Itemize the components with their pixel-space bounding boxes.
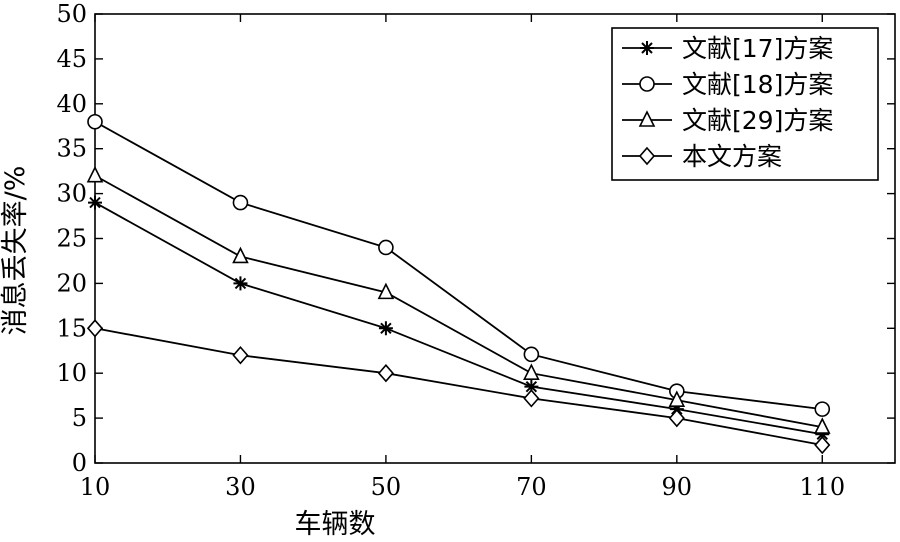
y-tick-label: 40: [56, 90, 87, 118]
circle-legend-marker: [639, 76, 655, 92]
y-tick-label: 5: [72, 404, 87, 432]
star-point: [378, 321, 393, 336]
x-axis: 10 30 50 70 90 110: [80, 14, 845, 501]
series-line: [94, 120, 823, 411]
x-tick-label: 30: [225, 473, 256, 501]
star-point: [233, 276, 248, 291]
triangle-legend-marker: [638, 110, 656, 127]
triangle-point: [232, 246, 249, 264]
legend-label: 文献[18]方案: [682, 70, 833, 99]
series-line: [94, 174, 823, 428]
star-point: [88, 195, 102, 210]
y-tick-label: 45: [56, 45, 87, 73]
diamond-point: [523, 389, 540, 408]
x-tick-label: 110: [799, 473, 845, 501]
triangle-point: [813, 417, 831, 434]
y-tick-label: 20: [56, 269, 87, 297]
series-2: [87, 113, 831, 417]
y-axis-title: 消息丢失率/%: [0, 166, 31, 336]
x-tick-label: 90: [662, 473, 693, 501]
legend-label: 文献[29]方案: [682, 106, 833, 135]
legend-item: 文献[18]方案: [622, 70, 833, 99]
legend-item: 文献[29]方案: [622, 106, 833, 135]
series-line: [94, 201, 823, 436]
y-tick-label: 10: [56, 359, 87, 387]
legend-label: 本文方案: [682, 142, 782, 171]
y-tick-label: 0: [72, 449, 87, 477]
legend-label: 文献[17]方案: [682, 34, 833, 63]
diamond-point: [232, 346, 249, 365]
x-axis-title: 车辆数: [295, 509, 376, 540]
x-tick-label: 50: [371, 473, 402, 501]
circle-point: [814, 401, 831, 417]
series-layer: [86, 113, 831, 455]
triangle-point: [377, 282, 395, 300]
y-tick-label: 35: [56, 135, 87, 163]
diamond-point: [814, 435, 831, 455]
circle-point: [87, 113, 103, 130]
series-3: [86, 165, 831, 434]
legend-box: [611, 27, 879, 181]
series-1: [88, 195, 830, 442]
y-tick-label: 25: [56, 225, 87, 253]
circle-point: [232, 194, 249, 211]
star-point: [524, 379, 539, 394]
diamond-legend-marker: [638, 146, 656, 166]
star-legend-marker: [640, 41, 654, 55]
x-tick-label: 70: [516, 473, 547, 501]
star-point: [815, 427, 830, 442]
x-tick-label: 10: [80, 473, 111, 501]
legend-item: 本文方案: [622, 142, 782, 171]
legend-item: 文献[17]方案: [622, 34, 833, 63]
y-tick-label: 30: [56, 180, 87, 208]
y-axis: 0 5 10 15 20 25 30 35 40 45 50: [56, 0, 895, 477]
y-tick-label: 15: [56, 314, 87, 342]
triangle-point: [668, 390, 686, 407]
triangle-point: [523, 363, 540, 381]
circle-point: [523, 346, 540, 363]
diamond-point: [668, 408, 685, 428]
diamond-point: [86, 319, 104, 338]
circle-point: [378, 239, 394, 256]
series-line: [94, 327, 823, 446]
series-4: [86, 319, 831, 455]
y-tick-label: 50: [56, 0, 87, 28]
diamond-point: [377, 363, 394, 383]
triangle-point: [86, 165, 104, 183]
